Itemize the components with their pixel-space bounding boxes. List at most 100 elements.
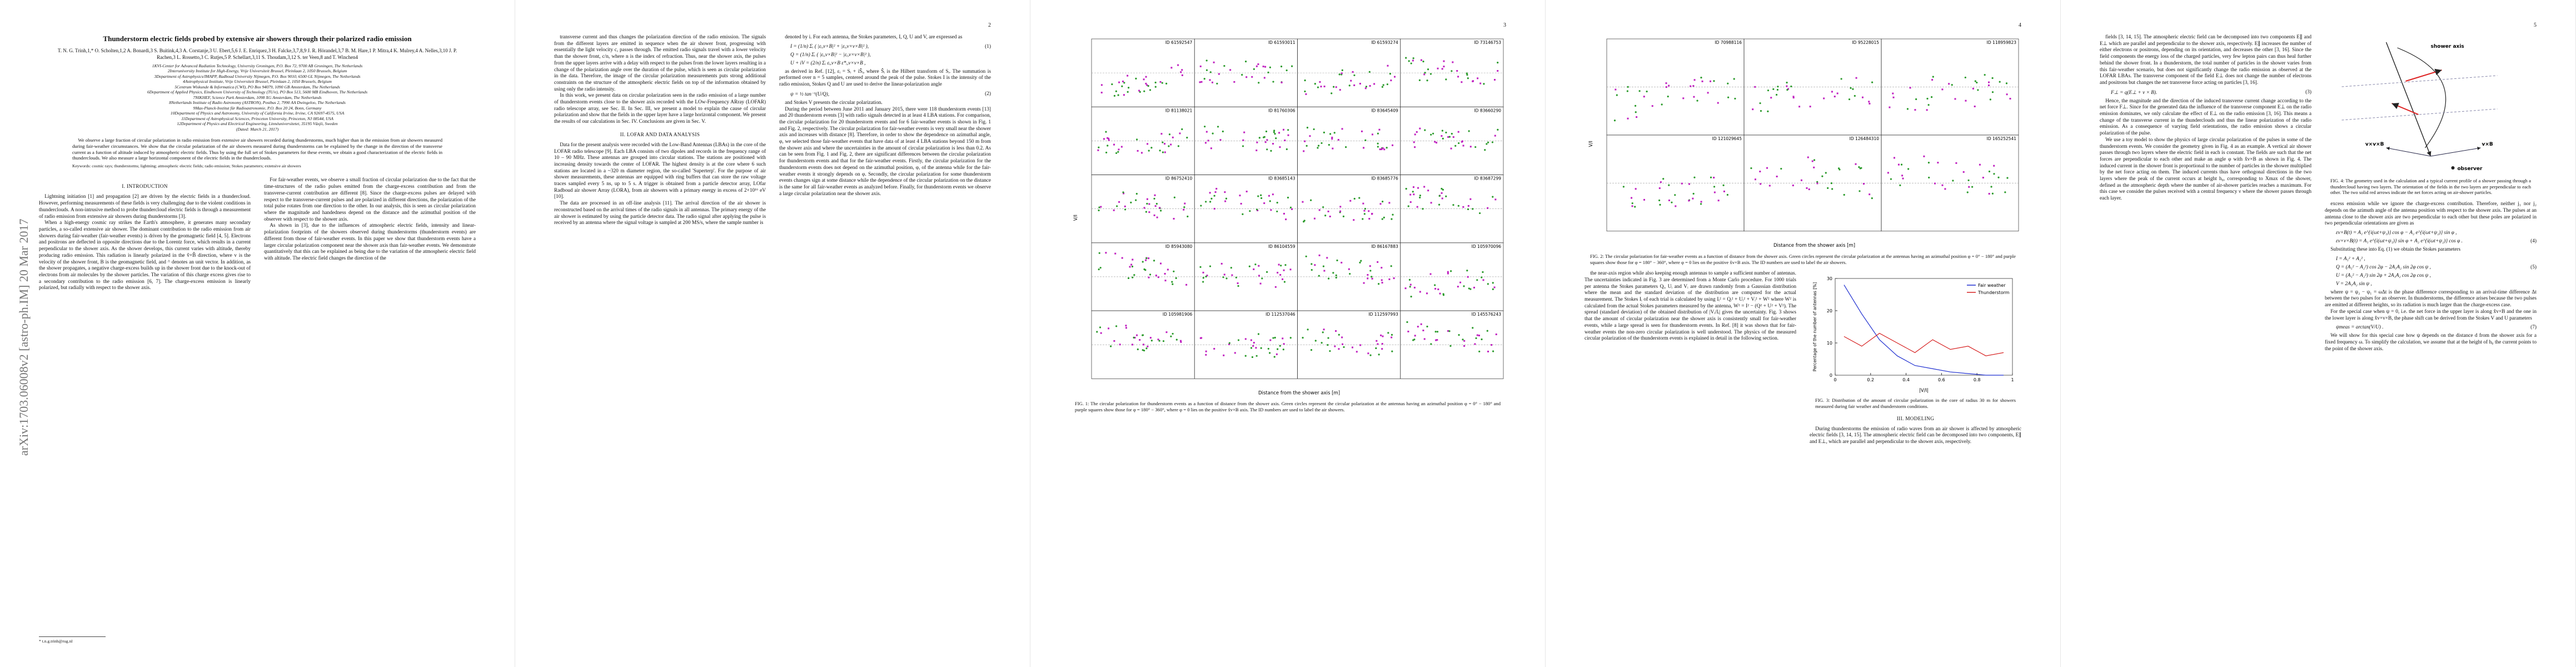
point-decor (1263, 202, 1265, 205)
point-decor (1643, 96, 1645, 98)
point-decor (1225, 197, 1228, 200)
point-decor (1382, 147, 1384, 150)
point-decor (1420, 323, 1422, 325)
paragraph: In this work, we present data on circula… (554, 93, 766, 125)
point-decor (1414, 146, 1416, 148)
point-decor (1381, 86, 1383, 88)
point-decor (1991, 91, 1994, 93)
point-decor (1461, 141, 1463, 143)
point-decor (1225, 277, 1228, 280)
point-decor (1419, 127, 1421, 130)
force-arrow (2405, 68, 2442, 82)
point-decor (1892, 96, 1895, 98)
point-decor (1407, 330, 1409, 332)
point-decor (1420, 59, 1422, 61)
diagram-label: v×v×B (2365, 142, 2384, 147)
point-decor (1861, 96, 1864, 98)
point-decor (1222, 276, 1224, 278)
point-decor (1816, 181, 1818, 183)
point-decor (1469, 198, 1472, 200)
equation: U = (A₁² − A₂²) sin 2φ + 2A₁A₂ cos 2φ co… (2336, 273, 2537, 278)
point-decor (1768, 185, 1771, 187)
point-decor (1260, 197, 1263, 200)
point-decor (1205, 131, 1208, 133)
point-decor (1119, 344, 1121, 346)
point-decor (1369, 265, 1371, 267)
point-decor (1251, 356, 1254, 359)
point-decor (1331, 92, 1333, 94)
point-decor (1150, 147, 1153, 149)
y-tick-label: 20 (1827, 308, 1832, 313)
plot-frame (1835, 278, 2013, 376)
point-decor (1466, 72, 1468, 74)
point-decor (1382, 84, 1384, 86)
point-decor (1253, 268, 1255, 270)
point-decor (1256, 208, 1258, 211)
paragraph: When a high-energy cosmic ray strikes th… (39, 220, 251, 291)
point-decor (1310, 199, 1312, 201)
point-decor (1467, 205, 1469, 207)
point-decor (1979, 163, 1981, 166)
point-decor (1362, 218, 1364, 220)
point-decor (1333, 86, 1335, 88)
point-decor (1289, 337, 1292, 339)
point-decor (1313, 128, 1315, 131)
columns: the near-axis region while also keeping … (1585, 271, 2021, 446)
point-decor (1244, 355, 1247, 357)
point-decor (1124, 205, 1126, 207)
point-decor (1263, 77, 1265, 79)
point-decor (1890, 178, 1892, 180)
point-decor (1948, 83, 1950, 85)
point-decor (1122, 191, 1124, 193)
point-decor (1692, 192, 1695, 195)
point-decor (1100, 206, 1102, 208)
point-decor (1422, 208, 1424, 210)
force-arrow (2391, 103, 2419, 115)
point-decor (1279, 146, 1281, 148)
point-decor (1170, 67, 1173, 69)
point-decor (1927, 104, 1930, 106)
point-decor (1137, 348, 1139, 351)
point-decor (1250, 339, 1252, 341)
point-decor (1754, 86, 1756, 88)
point-decor (1777, 86, 1779, 88)
point-decor (1153, 214, 1155, 216)
point-decor (1371, 277, 1373, 280)
point-decor (1224, 191, 1226, 193)
point-decor (1449, 345, 1452, 347)
equation: Q = (A₁² − A₂²) cos 2φ − 2A₁A₂ sin 2φ co… (2336, 265, 2537, 270)
point-decor (1100, 332, 1102, 334)
x-tick-label: 0.4 (1902, 377, 1910, 382)
point-decor (1098, 209, 1100, 212)
point-decor (1616, 94, 1618, 96)
point-decor (1713, 80, 1715, 82)
figure-caption: FIG. 2: The circular polarization for fa… (1590, 253, 2016, 265)
equation-body: εv×B(t) = A₁ e^{i(ωt+ψ₁)} cos φ − A₂ e^{… (2336, 230, 2457, 236)
paragraph: as derived in Ref. [12], εᵢ = Sᵢ + iŜᵢ, … (779, 68, 991, 88)
equation-body: F⊥ = q(E⊥ + v × B). (2111, 89, 2158, 96)
point-decor (1162, 151, 1164, 153)
point-decor (1331, 136, 1333, 138)
diagram-label: shower axis (2431, 44, 2464, 49)
point-decor (1356, 351, 1358, 353)
point-decor (1690, 85, 1692, 87)
point-decor (1792, 96, 1795, 98)
point-decor (1311, 263, 1313, 265)
point-decor (1335, 276, 1337, 279)
point-decor (1700, 77, 1702, 79)
point-decor (1426, 325, 1428, 328)
point-decor (1183, 208, 1185, 211)
point-decor (1142, 261, 1144, 263)
point-decor (1813, 166, 1815, 168)
point-decor (1157, 339, 1159, 341)
point-decor (1204, 142, 1207, 144)
point-decor (1450, 270, 1452, 272)
page: Thunderstorm electric fields probed by e… (0, 0, 515, 667)
point-decor (1967, 179, 1970, 182)
point-decor (1314, 340, 1317, 342)
paragraph: As shown in [3], due to the influences o… (264, 223, 476, 261)
point-decor (1901, 175, 1904, 177)
point-decor (1132, 276, 1134, 278)
point-decor (1786, 81, 1788, 84)
point-decor (1339, 210, 1342, 212)
